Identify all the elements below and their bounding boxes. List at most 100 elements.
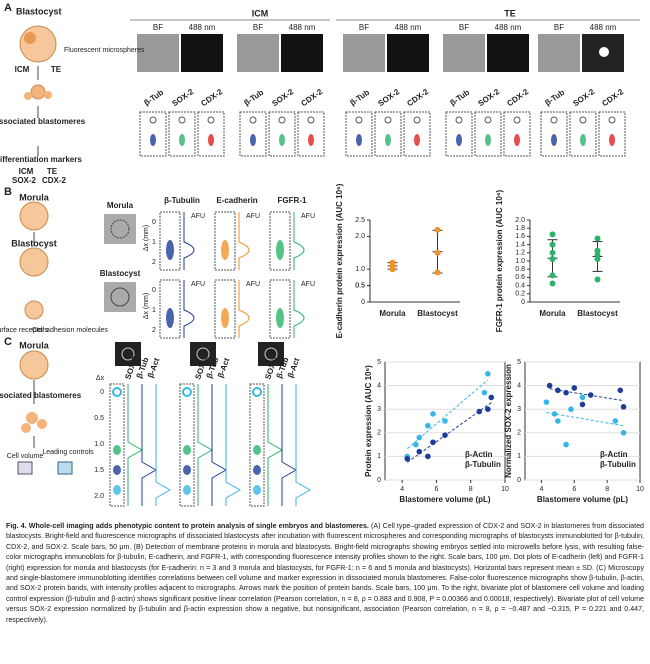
label: ICM — [15, 65, 30, 74]
stain-label: SOX-2 — [170, 87, 195, 108]
label: AFU — [246, 281, 260, 288]
stain-label: SOX-2 — [270, 87, 295, 108]
y-tick-label: 1.0 — [515, 258, 525, 265]
legend-label: β-Actin — [465, 450, 493, 459]
label: TE — [47, 167, 58, 176]
band — [580, 134, 586, 146]
blot-box — [159, 279, 181, 339]
band — [356, 134, 362, 146]
dot — [594, 235, 601, 242]
band — [113, 465, 121, 475]
x-tick-label: 4 — [539, 486, 543, 493]
profile — [197, 384, 214, 506]
y-tick-label: 1.2 — [515, 250, 525, 257]
label: BF — [554, 23, 564, 32]
dot — [434, 226, 441, 233]
y-axis-label: E-cadherin protein expression (AUC 10⁶) — [335, 183, 344, 338]
dot — [549, 241, 556, 248]
band — [183, 485, 191, 495]
y-tick-label: 3 — [517, 406, 521, 413]
band — [150, 134, 156, 146]
well — [413, 116, 421, 124]
band — [514, 134, 520, 146]
profile — [127, 384, 144, 506]
band — [221, 240, 229, 260]
x-tick-label: Morula — [379, 309, 406, 318]
point — [579, 394, 586, 401]
stain-label: CDX-2 — [299, 87, 324, 108]
blot-box — [297, 111, 325, 157]
stain-label: SOX-2 — [376, 87, 401, 108]
point — [488, 394, 495, 401]
label: AFU — [301, 281, 315, 288]
well — [484, 116, 492, 124]
point — [425, 453, 431, 460]
label: TE — [504, 8, 516, 18]
stain-label: β-Tub — [142, 88, 165, 108]
band — [253, 445, 261, 455]
dot — [549, 272, 556, 279]
dot — [434, 249, 441, 256]
well — [608, 116, 616, 124]
stain-label: CDX-2 — [199, 87, 224, 108]
point — [587, 392, 594, 398]
dot — [549, 255, 556, 262]
band — [253, 485, 261, 495]
label: AFU — [191, 213, 205, 220]
y-tick-label: 1.8 — [515, 225, 525, 232]
stain-label: SOX-2 — [571, 87, 596, 108]
dot — [389, 259, 396, 266]
label: AFU — [191, 281, 205, 288]
label: 2.0 — [94, 493, 104, 500]
point — [563, 389, 569, 396]
profile — [293, 212, 305, 270]
blot-box — [268, 111, 296, 157]
label: BF — [359, 23, 369, 32]
profile — [141, 384, 158, 506]
well — [207, 116, 215, 124]
well — [579, 116, 587, 124]
x-tick-label: 4 — [400, 486, 404, 493]
band — [253, 465, 261, 475]
point — [425, 422, 431, 429]
blot-box — [249, 383, 265, 507]
label: 1 — [152, 307, 156, 314]
y-tick-label: 5 — [517, 359, 521, 366]
label: Δx (mm) — [143, 293, 150, 319]
blot-box — [214, 211, 236, 271]
band — [276, 308, 284, 328]
blot-box — [503, 111, 531, 157]
band — [414, 134, 420, 146]
stain-label: β-Tub — [448, 88, 471, 108]
y-tick-label: 1.4 — [515, 241, 525, 248]
point — [555, 387, 561, 394]
blot-box — [179, 383, 195, 507]
profile — [293, 280, 305, 338]
label: AFU — [246, 213, 260, 220]
stain-label: CDX-2 — [600, 87, 625, 108]
point — [476, 408, 483, 415]
y-tick-label: 4 — [517, 382, 521, 389]
band — [485, 134, 491, 146]
dot — [594, 276, 601, 283]
well — [252, 387, 262, 397]
blot-box — [168, 111, 196, 157]
well — [178, 116, 186, 124]
blot-box — [569, 111, 597, 157]
band — [183, 465, 191, 475]
y-tick-label: 0.5 — [355, 282, 365, 289]
point — [404, 455, 411, 462]
label: BF — [253, 23, 263, 32]
point — [568, 406, 574, 413]
well — [550, 116, 558, 124]
legend-label: β-Tubulin — [600, 460, 636, 469]
label: TE — [51, 65, 62, 74]
label: 1.0 — [94, 441, 104, 448]
point — [416, 434, 423, 441]
blot-box — [269, 211, 291, 271]
blot-box — [214, 279, 236, 339]
blot-box — [403, 111, 431, 157]
blot-box — [374, 111, 402, 157]
blot-box — [540, 111, 568, 157]
blot-box — [269, 279, 291, 339]
